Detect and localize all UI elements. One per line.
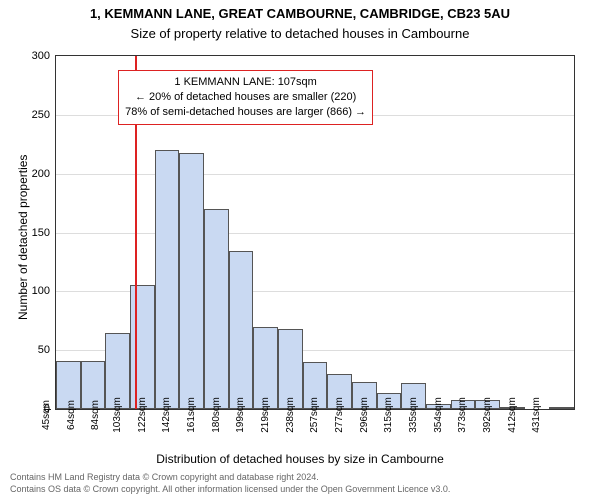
footer-line1: Contains HM Land Registry data © Crown c…: [10, 472, 600, 484]
x-tick-label: 392sqm: [482, 397, 493, 433]
x-tick-label: 161sqm: [186, 397, 197, 433]
x-tick-label: 335sqm: [408, 397, 419, 433]
y-tick-label: 300: [32, 50, 50, 62]
histogram-bar: [155, 150, 180, 409]
y-tick-label: 250: [32, 109, 50, 121]
gridline: [56, 174, 574, 175]
x-tick-label: 84sqm: [90, 400, 101, 430]
chart-title-main: 1, KEMMANN LANE, GREAT CAMBOURNE, CAMBRI…: [0, 6, 600, 21]
x-tick-label: 296sqm: [359, 397, 370, 433]
x-tick-label: 238sqm: [285, 397, 296, 433]
x-axis-label: Distribution of detached houses by size …: [0, 452, 600, 466]
histogram-bar: [549, 407, 574, 409]
annotation-line3: 78% of semi-detached houses are larger (…: [125, 105, 366, 120]
y-tick-label: 150: [32, 227, 50, 239]
footer-attribution: Contains HM Land Registry data © Crown c…: [0, 472, 600, 495]
x-tick-label: 64sqm: [66, 400, 77, 430]
x-tick-label: 142sqm: [162, 397, 173, 433]
annotation-box: 1 KEMMANN LANE: 107sqm ← 20% of detached…: [118, 70, 373, 125]
x-tick-label: 373sqm: [458, 397, 469, 433]
chart-title-sub: Size of property relative to detached ho…: [0, 26, 600, 41]
x-tick-label: 257sqm: [310, 397, 321, 433]
annotation-line1: 1 KEMMANN LANE: 107sqm: [125, 75, 366, 90]
footer-line2: Contains OS data © Crown copyright. All …: [10, 484, 600, 496]
x-tick-label: 354sqm: [433, 397, 444, 433]
x-tick-label: 431sqm: [532, 397, 543, 433]
histogram-bar: [179, 153, 204, 410]
x-tick-label: 103sqm: [112, 397, 123, 433]
plot-area: 05010015020025030045sqm64sqm84sqm103sqm1…: [55, 55, 575, 410]
y-tick-label: 100: [32, 285, 50, 297]
histogram-bar: [204, 209, 229, 409]
x-tick-label: 315sqm: [384, 397, 395, 433]
x-tick-label: 122sqm: [137, 397, 148, 433]
y-tick-label: 200: [32, 168, 50, 180]
annotation-line2: ← 20% of detached houses are smaller (22…: [125, 90, 366, 105]
x-tick-label: 199sqm: [236, 397, 247, 433]
histogram-bar: [130, 285, 155, 409]
x-tick-label: 412sqm: [507, 397, 518, 433]
x-tick-label: 45sqm: [41, 400, 52, 430]
histogram-bar: [229, 251, 254, 409]
x-tick-label: 180sqm: [211, 397, 222, 433]
y-axis-label: Number of detached properties: [16, 155, 30, 320]
x-tick-label: 277sqm: [334, 397, 345, 433]
gridline: [56, 233, 574, 234]
x-tick-label: 219sqm: [260, 397, 271, 433]
y-tick-label: 50: [38, 344, 50, 356]
